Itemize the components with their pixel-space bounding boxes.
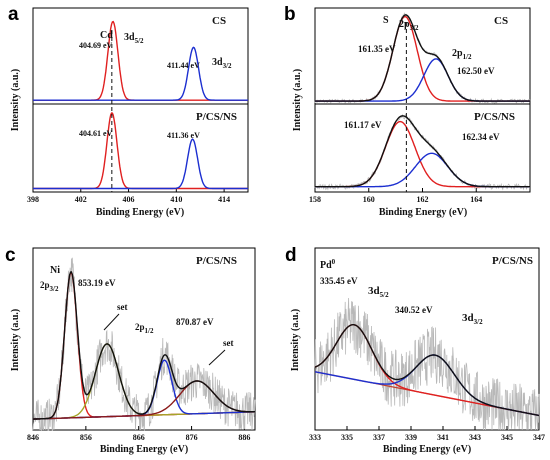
x-tick-label: 402 [75, 195, 87, 204]
panel-c-peak1-label: 853.19 eV [78, 278, 116, 288]
fit-peak-2-line [33, 343, 255, 420]
panel-a-peak1-orbital: 3d5/2 [124, 32, 144, 45]
fit-peak-1-line [315, 15, 530, 102]
panel-c-x-ticks: 846 856 866 876 886 [27, 426, 250, 442]
panel-d-peak2-label: 340.52 eV [395, 305, 433, 315]
x-tick-label: 866 [133, 433, 145, 442]
panel-b-x-ticks: 158 160 162 164 [309, 188, 482, 204]
panel-b-peak1-orbital: 2p3/2 [399, 19, 419, 32]
panel-b-peak2-orbital: 2p1/2 [452, 48, 472, 61]
x-tick-label: 337 [373, 433, 385, 442]
x-tick-label: 335 [341, 433, 353, 442]
x-tick-label: 160 [363, 195, 375, 204]
x-tick-label: 158 [309, 195, 321, 204]
x-tick-label: 345 [501, 433, 513, 442]
x-tick-label: 398 [27, 195, 39, 204]
raw-spectrum-line [32, 257, 256, 432]
panel-b-ylabel: Intensity (a.u.) [292, 69, 303, 132]
x-tick-label: 886 [238, 433, 250, 442]
panel-a-xlabel: Binding Energy (eV) [96, 207, 184, 218]
panel-d-x-ticks: 333 335 337 339 341 343 345 347 [309, 426, 545, 442]
panel-a-bottom-sample: P/CS/NS [196, 111, 237, 123]
panel-a: a 398 402 406 410 414 CS P/CS/NS Cd 3d5/2 3d… [8, 4, 249, 218]
panel-c-peak3-label: 870.87 eV [176, 317, 214, 327]
panel-b-bottom-sample: P/CS/NS [474, 111, 515, 123]
panel-label-b: b [284, 4, 296, 25]
panel-b-top-curves [314, 12, 531, 105]
x-tick-label: 406 [123, 195, 135, 204]
envelope-line [314, 324, 540, 417]
panel-d-peak1-orbital: 3d5/2 [368, 285, 389, 299]
x-tick-label: 347 [533, 433, 545, 442]
x-tick-label: 164 [470, 195, 482, 204]
panel-d-sample: P/CS/NS [492, 255, 533, 267]
panel-a-bottom-curves [33, 112, 248, 190]
panel-c-ylabel: Intensity (a.u.) [10, 309, 21, 372]
fit-peak-1-line [33, 112, 248, 190]
panel-b: b 158 160 162 164 CS P/CS/NS S 2p3/2 2p1/2 … [284, 4, 531, 218]
envelope-line [315, 115, 530, 188]
panel-b-top-peak2-label: 162.50 eV [457, 66, 495, 76]
panel-a-peak2-orbital: 3d3/2 [212, 57, 232, 70]
x-tick-label: 856 [80, 433, 92, 442]
panel-a-bottom-frame [32, 103, 249, 193]
envelope-line [315, 14, 530, 102]
panel-b-bottom-peak1-label: 161.17 eV [344, 120, 382, 130]
panel-a-top-sample: CS [212, 15, 226, 27]
panel-c-set1-pointer [103, 313, 120, 331]
panel-c-peak3-orbital: 2p1/2 [135, 322, 154, 335]
panel-d-peak2-orbital: 3d3/2 [462, 312, 483, 326]
panel-a-bottom-peak2-label: 411.36 eV [167, 131, 200, 140]
panel-a-top-curves [33, 20, 248, 101]
panel-c-curves [32, 257, 256, 432]
panel-d-peak1-label: 335.45 eV [320, 276, 358, 286]
panel-b-element: S [383, 15, 389, 26]
panel-d: d 333 335 337 339 341 343 345 347 P/CS/NS Pd0 3… [285, 245, 545, 455]
panel-label-c: c [5, 245, 16, 266]
panel-b-bottom-peak2-label: 162.34 eV [462, 132, 500, 142]
x-tick-label: 876 [186, 433, 198, 442]
fit-peak-2-line [315, 152, 530, 188]
panel-d-frame [314, 247, 540, 431]
envelope-line [33, 271, 255, 420]
panel-c-xlabel: Binding Energy (eV) [100, 444, 188, 455]
x-tick-label: 414 [218, 195, 230, 204]
panel-a-x-ticks: 398 402 406 410 414 [27, 188, 230, 204]
fit-peak-2-line [33, 138, 248, 190]
panel-d-curves [314, 297, 540, 431]
x-tick-label: 333 [309, 433, 321, 442]
panel-c-peak1-orbital: 2p3/2 [40, 280, 59, 293]
panel-label-a: a [8, 4, 19, 25]
panel-c-set1-label: set [117, 302, 128, 312]
fit-peak-2-line [315, 58, 530, 102]
panel-a-bottom-peak1-label: 404.61 eV [79, 129, 113, 138]
panel-c-set2-pointer [208, 349, 226, 366]
x-tick-label: 162 [417, 195, 429, 204]
x-tick-label: 410 [170, 195, 182, 204]
x-tick-label: 846 [27, 433, 39, 442]
panel-a-element: Cd [100, 30, 113, 41]
panel-b-top-peak1-label: 161.35 eV [358, 44, 396, 54]
x-tick-label: 339 [405, 433, 417, 442]
panel-a-top-peak2-label: 411.44 eV [167, 61, 200, 70]
panel-b-bottom-curves [314, 113, 531, 191]
x-tick-label: 341 [437, 433, 449, 442]
panel-d-ylabel: Intensity (a.u.) [290, 309, 301, 372]
panel-b-xlabel: Binding Energy (eV) [379, 207, 467, 218]
panel-a-ylabel: Intensity (a.u.) [10, 69, 21, 132]
panel-c-sample: P/CS/NS [196, 255, 237, 267]
panel-a-top-peak1-label: 404.69 eV [79, 41, 113, 50]
panel-d-xlabel: Binding Energy (eV) [383, 444, 471, 455]
raw-spectrum-line [314, 297, 540, 431]
panel-label-d: d [285, 245, 297, 266]
panel-d-element: Pd0 [320, 258, 336, 271]
panel-c-set2-label: set [223, 338, 234, 348]
x-tick-label: 343 [469, 433, 481, 442]
panel-b-top-sample: CS [494, 15, 508, 27]
fit-peak-2-line [33, 46, 248, 101]
panel-c-element: Ni [50, 265, 60, 276]
panel-c: c 846 856 866 876 886 P/CS/NS Ni 2p3/2 853.1… [5, 245, 256, 455]
